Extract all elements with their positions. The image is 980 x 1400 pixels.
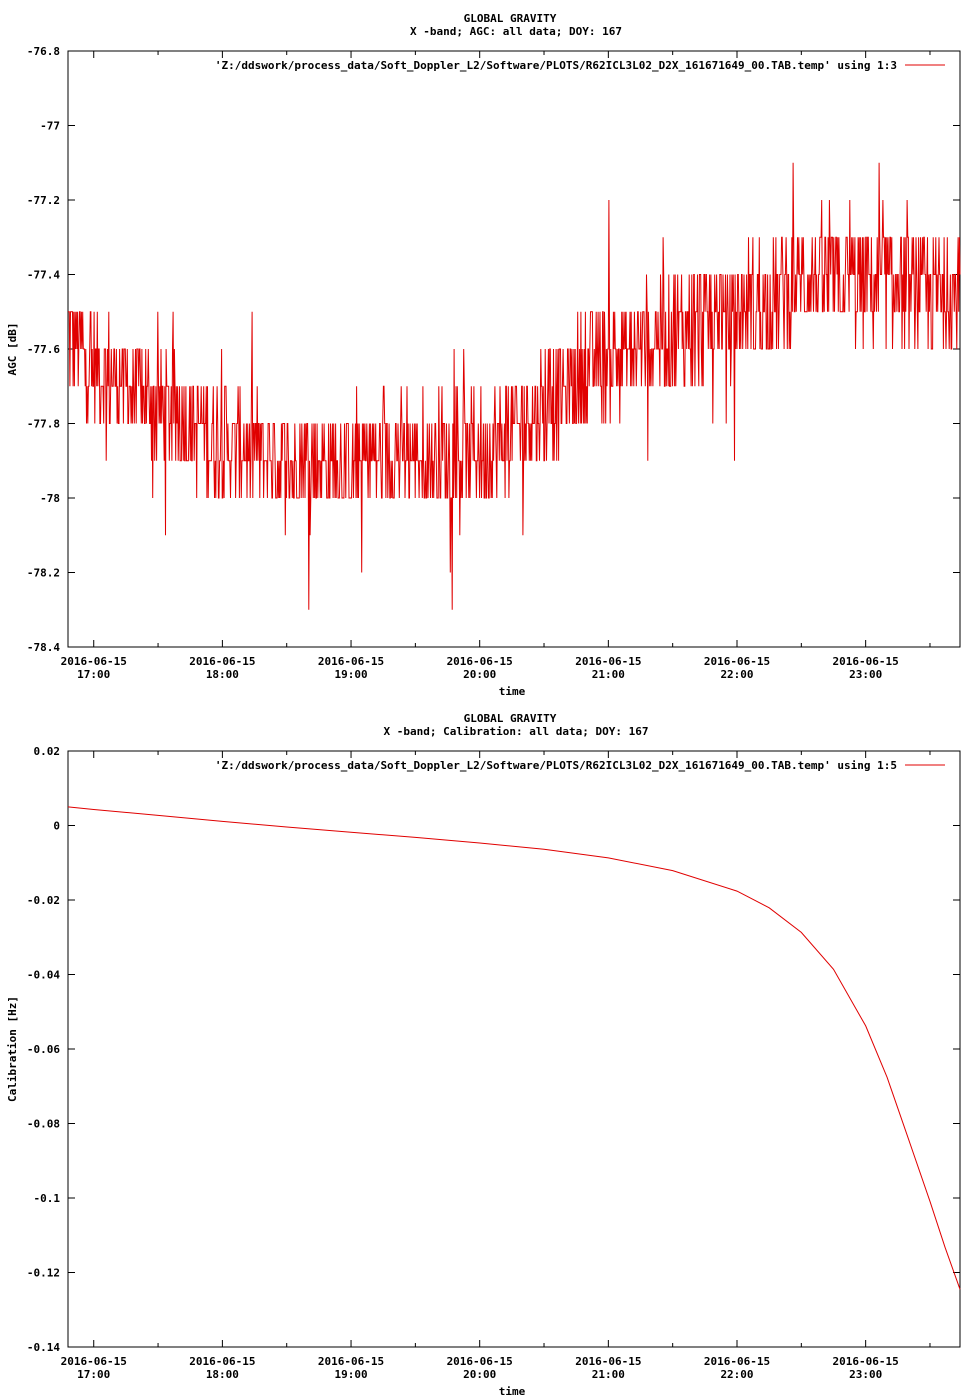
x-axis-label: time [499,685,526,698]
x-tick-time-label: 21:00 [592,668,625,681]
x-tick-time-label: 23:00 [849,668,882,681]
y-tick-label: -0.02 [27,894,60,907]
x-tick-time-label: 21:00 [592,1368,625,1381]
y-tick-label: -0.06 [27,1043,60,1056]
agc-chart: GLOBAL GRAVITY X -band; AGC: all data; D… [6,12,961,698]
tick-labels: -76.8 -77 -77.2 -77.4 -77.6 -77.8 -78 -78.2 -78.… [27,45,899,681]
x-tick-date-label: 2016-06-15 [189,655,255,668]
y-tick-label: -0.1 [34,1192,61,1205]
y-tick-label: 0.02 [34,745,61,758]
x-tick-time-label: 22:00 [720,668,753,681]
x-tick-time-label: 23:00 [849,1368,882,1381]
y-tick-label: -78.2 [27,567,60,580]
y-tick-label: -77.4 [27,269,60,282]
x-tick-time-label: 19:00 [334,668,367,681]
x-tick-time-label: 18:00 [206,1368,239,1381]
x-tick-time-label: 17:00 [77,1368,110,1381]
x-tick-time-label: 19:00 [334,1368,367,1381]
x-tick-date-label: 2016-06-15 [575,655,641,668]
x-tick-time-label: 20:00 [463,1368,496,1381]
x-tick-date-label: 2016-06-15 [833,1355,899,1368]
y-axis-label: AGC [dB] [6,323,19,376]
x-tick-time-label: 20:00 [463,668,496,681]
chart-subtitle: X -band; AGC: all data; DOY: 167 [410,25,622,38]
x-tick-date-label: 2016-06-15 [447,655,513,668]
chart-title: GLOBAL GRAVITY [464,712,557,725]
x-tick-date-label: 2016-06-15 [447,1355,513,1368]
y-tick-label: -78 [40,492,60,505]
y-tick-label: -77.8 [27,418,60,431]
x-tick-date-label: 2016-06-15 [704,655,770,668]
x-axis-label: time [499,1385,526,1398]
y-tick-label: -76.8 [27,45,60,58]
y-axis-label: Calibration [Hz] [6,996,19,1102]
plot-frame [67,750,961,1348]
axis-ticks [68,50,960,648]
x-tick-date-label: 2016-06-15 [318,655,384,668]
legend-label: 'Z:/ddswork/process_data/Soft_Doppler_L2… [215,759,897,772]
y-tick-label: -77.6 [27,343,60,356]
y-tick-label: -0.04 [27,969,60,982]
x-tick-date-label: 2016-06-15 [189,1355,255,1368]
y-tick-label: 0 [53,820,60,833]
x-tick-date-label: 2016-06-15 [61,655,127,668]
y-tick-label: -0.12 [27,1267,60,1280]
tick-labels: 0.020-0.02-0.04-0.06-0.08-0.1-0.12-0.142… [27,745,899,1381]
x-tick-date-label: 2016-06-15 [318,1355,384,1368]
x-tick-time-label: 22:00 [720,1368,753,1381]
x-tick-time-label: 18:00 [206,668,239,681]
y-tick-label: -0.14 [27,1341,60,1354]
x-tick-date-label: 2016-06-15 [833,655,899,668]
legend-label: 'Z:/ddswork/process_data/Soft_Doppler_L2… [215,59,897,72]
y-tick-label: -0.08 [27,1118,60,1131]
x-tick-time-label: 17:00 [77,668,110,681]
x-tick-date-label: 2016-06-15 [61,1355,127,1368]
plot-frame [67,50,961,648]
calibration-series-line [67,806,961,1290]
calibration-chart: GLOBAL GRAVITY X -band; Calibration: all… [6,712,961,1398]
y-tick-label: -77 [40,120,60,133]
x-tick-date-label: 2016-06-15 [575,1355,641,1368]
chart-subtitle: X -band; Calibration: all data; DOY: 167 [384,725,649,738]
y-tick-label: -77.2 [27,194,60,207]
chart-title: GLOBAL GRAVITY [464,12,557,25]
axis-ticks [68,750,960,1348]
y-tick-label: -78.4 [27,641,60,654]
x-tick-date-label: 2016-06-15 [704,1355,770,1368]
agc-series-line [68,162,961,610]
